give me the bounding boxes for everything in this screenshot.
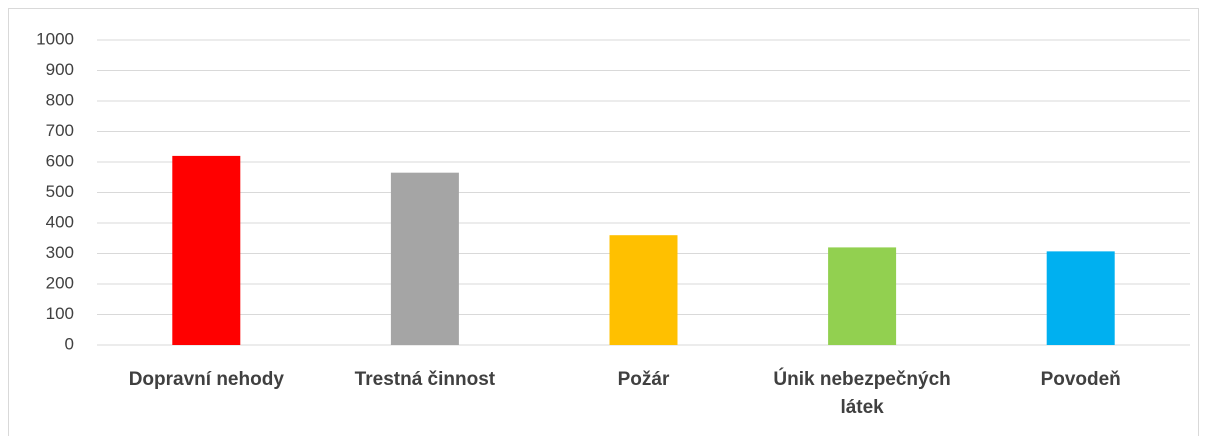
x-tick-label: Únik nebezpečných látek: [773, 369, 951, 418]
y-tick-label: 0: [65, 334, 74, 353]
y-tick-label: 300: [46, 243, 74, 262]
y-tick-label: 400: [46, 212, 74, 231]
bar: [172, 155, 241, 345]
bar: [390, 172, 459, 345]
y-tick-label: 600: [46, 151, 74, 170]
x-tick-label: Povodeň: [1040, 369, 1121, 390]
x-tick-label: Trestná činnost: [354, 369, 496, 390]
x-tick-label: Požár: [617, 369, 670, 390]
y-tick-label: 900: [46, 60, 74, 79]
y-tick-label: 1000: [36, 29, 74, 48]
y-tick-label: 700: [46, 121, 74, 140]
bar: [609, 235, 678, 345]
y-tick-label: 500: [46, 182, 74, 201]
x-tick-label: Dopravní nehody: [128, 369, 284, 390]
y-tick-label: 800: [46, 90, 74, 109]
y-tick-label: 200: [46, 273, 74, 292]
y-tick-label: 100: [46, 304, 74, 323]
chart-border: [8, 8, 1199, 436]
bar: [828, 247, 897, 345]
bar: [1046, 251, 1115, 345]
